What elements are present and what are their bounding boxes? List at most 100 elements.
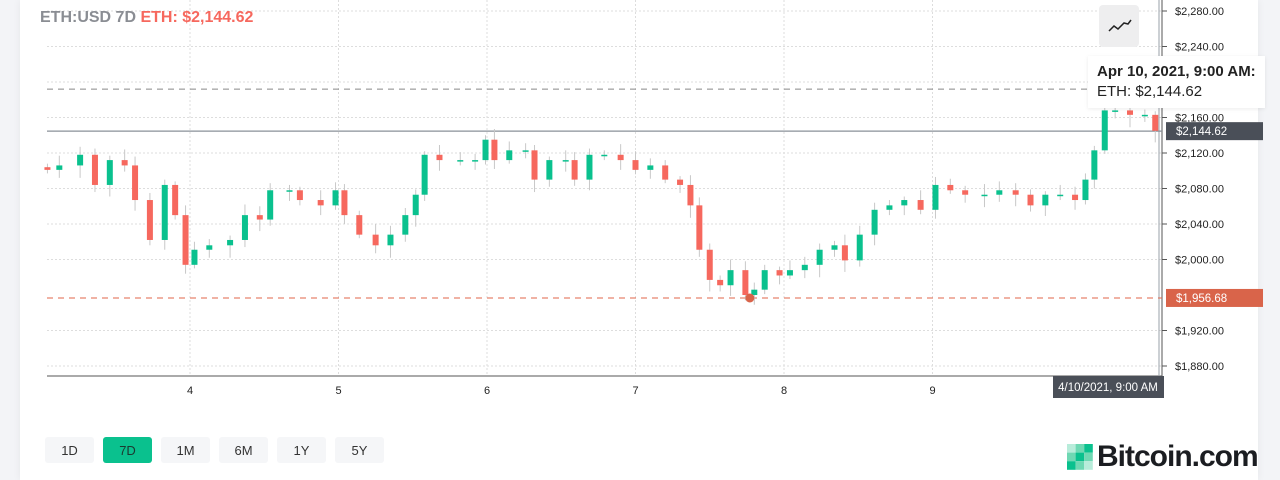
candle (1152, 114, 1159, 131)
candle (706, 249, 713, 280)
current-price-tag: $2,144.62 (1166, 122, 1263, 141)
candle (121, 160, 128, 166)
x-tick-label: 4 (187, 385, 193, 397)
range-selector: 1D 7D 1M 6M 1Y 5Y (45, 437, 384, 463)
candle (106, 160, 113, 185)
candle (886, 205, 893, 210)
brand-name: Bitcoin.com (1097, 440, 1259, 473)
y-tick-label: $2,120.00 (1175, 148, 1224, 160)
candle (727, 270, 734, 286)
candle (421, 154, 428, 195)
low-price-tag-text: $1,956.68 (1176, 293, 1227, 305)
brand-logo: Bitcoin.com (1067, 440, 1259, 474)
candle (227, 239, 234, 246)
candle (947, 184, 954, 191)
candle (962, 190, 969, 195)
crosshair-time-tag: 4/10/2021, 9:00 AM (1053, 376, 1164, 398)
candle (77, 154, 84, 166)
candle (296, 190, 303, 201)
y-tick-label: $2,240.00 (1175, 42, 1224, 54)
x-tick-label: 9 (929, 385, 935, 397)
candle (56, 165, 63, 170)
candle (761, 270, 768, 290)
candle (436, 154, 443, 161)
y-tick-label: $1,880.00 (1175, 361, 1224, 373)
candle (742, 270, 749, 295)
x-tick-label: 7 (632, 385, 638, 397)
low-price-tag-bg (1166, 288, 1263, 307)
candle (44, 167, 51, 170)
candle (457, 160, 464, 162)
candle (586, 154, 593, 180)
candle (206, 245, 213, 250)
chart-type-button[interactable] (1099, 5, 1139, 47)
candle (831, 245, 838, 250)
chart-card (20, 0, 1258, 480)
candle (132, 165, 139, 201)
candle (372, 234, 379, 246)
y-tick-label: $2,000.00 (1175, 255, 1224, 267)
candle (546, 160, 553, 180)
range-6m-button[interactable]: 6M (219, 437, 268, 463)
range-7d-button[interactable]: 7D (103, 437, 152, 463)
candle (871, 209, 878, 235)
candle (1127, 110, 1134, 115)
current-price-tag-text: $2,144.62 (1176, 126, 1227, 138)
y-tick-label: $2,280.00 (1175, 6, 1224, 18)
candle (402, 215, 409, 235)
candle (996, 190, 1003, 195)
candle (482, 139, 489, 161)
candle (91, 154, 98, 185)
candle (801, 264, 808, 271)
candle (841, 245, 848, 261)
candle (932, 184, 939, 210)
candle (662, 165, 669, 180)
candle (617, 154, 624, 161)
candle (816, 249, 823, 265)
y-tick-label: $2,160.00 (1175, 113, 1224, 125)
x-tick-label: 5 (335, 385, 341, 397)
candle (901, 200, 908, 206)
candle (1042, 194, 1049, 206)
candle (1012, 190, 1019, 195)
candle (531, 150, 538, 180)
tooltip-value: ETH: $2,144.62 (1097, 83, 1203, 100)
candle (356, 215, 363, 235)
candle (146, 200, 153, 240)
range-1d-button[interactable]: 1D (45, 437, 94, 463)
candle (412, 194, 419, 216)
current-price-tag-bg (1166, 122, 1263, 141)
x-tick-label: 8 (781, 385, 787, 397)
candle (1082, 179, 1089, 201)
y-tick-label: $1,920.00 (1175, 326, 1224, 338)
candle (241, 215, 248, 240)
pair-label: ETH:USD 7D (40, 9, 137, 26)
range-1m-button[interactable]: 1M (161, 437, 210, 463)
candle (981, 194, 988, 197)
crosshair-time-bg (1053, 376, 1164, 398)
candle (256, 215, 263, 220)
candle (1057, 194, 1064, 197)
candle (267, 190, 274, 220)
candle (776, 270, 783, 276)
range-1y-button[interactable]: 1Y (277, 437, 326, 463)
candle (161, 184, 168, 240)
candle (751, 289, 758, 295)
candle (562, 160, 569, 162)
candle (522, 150, 529, 152)
candle (571, 160, 578, 180)
price-label: ETH: $2,144.62 (140, 9, 254, 26)
candle (1112, 110, 1119, 112)
candle (491, 139, 498, 161)
candle (341, 190, 348, 216)
tooltip: Apr 10, 2021, 9:00 AM: ETH: $2,144.62 (1088, 56, 1265, 108)
candle (472, 160, 479, 162)
range-5y-button[interactable]: 5Y (335, 437, 384, 463)
candle (1101, 110, 1108, 151)
y-tick-label: $2,040.00 (1175, 219, 1224, 231)
candle (696, 205, 703, 250)
candle (317, 200, 324, 206)
low-point-marker (745, 293, 755, 303)
candle (917, 200, 924, 210)
